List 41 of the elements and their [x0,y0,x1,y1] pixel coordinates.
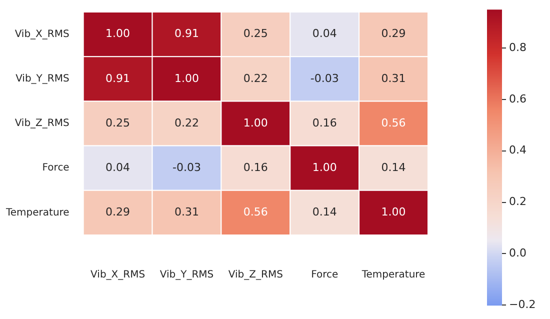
y-tick-label: Vib_Z_RMS [14,118,70,130]
data-label: 1.00 [381,206,406,219]
y-tick-label: Vib_X_RMS [14,28,70,40]
data-label: 0.31 [381,72,406,85]
data-label: 1.00 [174,72,199,85]
data-label: 0.16 [312,116,337,130]
data-label: 0.16 [243,160,268,174]
y-tick-label: Force [42,162,70,174]
color-bar-label: 0.4 [509,144,526,157]
data-label: 0.22 [243,72,268,85]
y-tick-label: Vib_Y_RMS [16,73,70,84]
data-label: 0.25 [106,116,130,130]
data-label: -0.03 [172,160,201,174]
data-label: 0.29 [106,206,130,219]
x-tick-label: Temperature [360,270,426,281]
data-label: 0.56 [381,116,406,130]
data-label: 0.91 [174,27,199,40]
x-tick-label: Force [311,270,338,281]
data-label: 0.04 [106,160,130,174]
data-label: 0.14 [312,206,337,219]
data-label: 0.25 [243,27,268,40]
x-tick-label: Vib_Y_RMS [160,270,214,281]
data-label: -0.03 [310,72,339,85]
data-label: 0.04 [312,27,337,40]
data-label: 0.56 [243,206,268,219]
color-bar-label: 0.2 [509,195,526,208]
data-label: 0.14 [381,160,406,174]
data-label: 0.31 [174,206,199,219]
color-bar-label: −0.2 [509,298,536,311]
color-bar-label: 0.0 [509,246,526,260]
data-label: 1.00 [106,27,130,40]
data-label: 0.91 [106,72,130,85]
data-label: 0.29 [381,27,406,40]
x-tick-label: Vib_Z_RMS [228,270,283,281]
data-label: 1.00 [243,116,268,130]
color-bar-label: 0.8 [509,40,526,54]
color-bar-label: 0.6 [509,92,526,106]
data-label: 1.00 [312,160,337,174]
y-tick-label: Temperature [4,207,70,218]
x-tick-label: Vib_X_RMS [90,270,146,281]
data-label: 0.22 [174,116,199,130]
